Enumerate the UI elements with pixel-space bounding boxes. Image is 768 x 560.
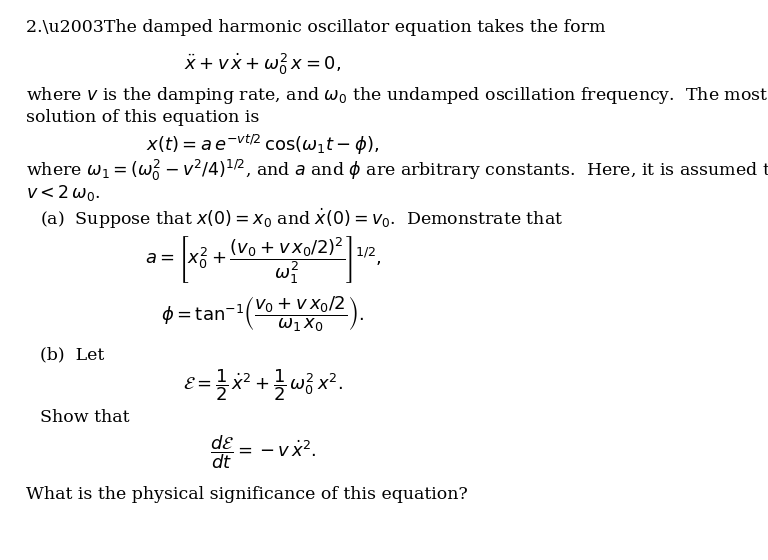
Text: $v < 2\,\omega_0$.: $v < 2\,\omega_0$. [26,183,101,203]
Text: $\phi = \tan^{-1}\!\left(\dfrac{v_0 + v\,x_0/2}{\omega_1\,x_0}\right).$: $\phi = \tan^{-1}\!\left(\dfrac{v_0 + v\… [161,295,364,333]
Text: $\dfrac{d\mathcal{E}}{dt} = -v\,\dot{x}^2.$: $\dfrac{d\mathcal{E}}{dt} = -v\,\dot{x}^… [210,433,316,471]
Text: 2.\u2003The damped harmonic oscillator equation takes the form: 2.\u2003The damped harmonic oscillator e… [26,19,606,36]
Text: (b)  Let: (b) Let [40,347,104,364]
Text: What is the physical significance of this equation?: What is the physical significance of thi… [26,486,468,502]
Text: $\mathcal{E} = \dfrac{1}{2}\,\dot{x}^2 + \dfrac{1}{2}\,\omega_0^2\,x^2.$: $\mathcal{E} = \dfrac{1}{2}\,\dot{x}^2 +… [183,367,343,403]
Text: $x(t) = a\,e^{-vt/2}\,\cos(\omega_1 t - \phi),$: $x(t) = a\,e^{-vt/2}\,\cos(\omega_1 t - … [146,133,379,157]
Text: Show that: Show that [40,409,130,426]
Text: (a)  Suppose that $x(0) = x_0$ and $\dot{x}(0) = v_0$.  Demonstrate that: (a) Suppose that $x(0) = x_0$ and $\dot{… [40,207,564,231]
Text: where $\omega_1 = (\omega_0^2 - v^2/4)^{1/2}$, and $a$ and $\phi$ are arbitrary : where $\omega_1 = (\omega_0^2 - v^2/4)^{… [26,158,768,183]
Text: $a = \left[x_0^2 + \dfrac{(v_0 + v\,x_0/2)^2}{\omega_1^2}\right]^{1/2},$: $a = \left[x_0^2 + \dfrac{(v_0 + v\,x_0/… [144,234,381,285]
Text: where $v$ is the damping rate, and $\omega_0$ the undamped oscillation frequency: where $v$ is the damping rate, and $\ome… [26,85,768,106]
Text: solution of this equation is: solution of this equation is [26,109,260,127]
Text: $\ddot{x} + v\,\dot{x} + \omega_0^2\,x = 0,$: $\ddot{x} + v\,\dot{x} + \omega_0^2\,x =… [184,52,342,77]
